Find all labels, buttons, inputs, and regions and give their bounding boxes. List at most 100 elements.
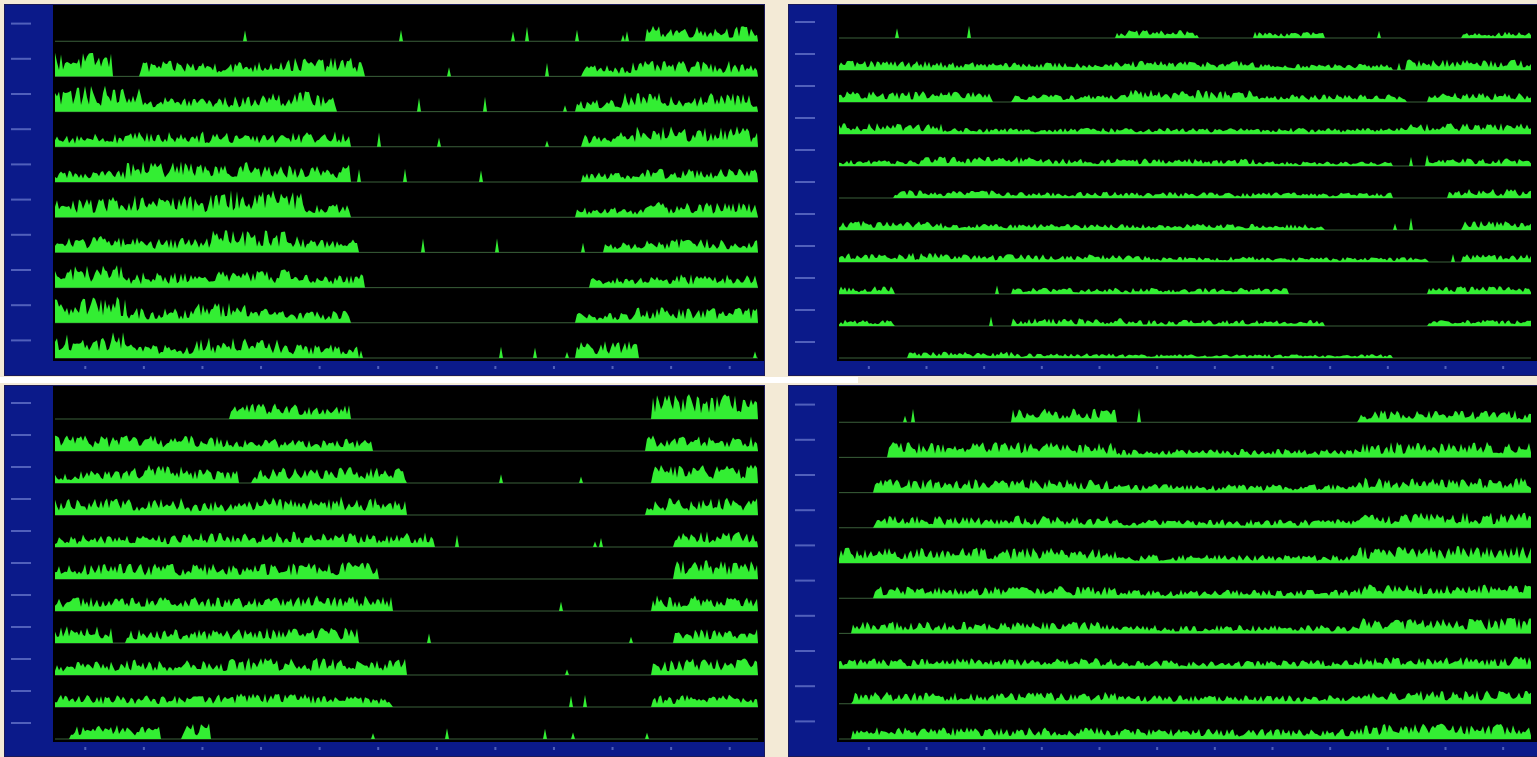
axis-tick <box>1040 747 1043 750</box>
actogram-row <box>55 265 758 289</box>
actogram-row <box>839 441 1531 458</box>
actogram-row <box>55 52 758 77</box>
actogram-row <box>55 657 758 676</box>
row-label <box>795 438 815 441</box>
axis-tick <box>1444 366 1447 369</box>
row-label <box>795 181 815 183</box>
axis-tick <box>552 747 555 750</box>
actogram-row <box>55 230 758 253</box>
row-label <box>11 690 31 692</box>
row-label <box>11 658 31 660</box>
axis-tick <box>1213 747 1216 750</box>
activity-trace <box>839 25 1531 38</box>
actogram-row <box>839 546 1531 564</box>
activity-trace <box>839 408 1531 423</box>
row-label <box>11 233 31 236</box>
actogram-svg-4 <box>789 386 1537 756</box>
actogram-row <box>55 85 758 113</box>
axis-tick <box>318 366 321 369</box>
activity-trace <box>55 52 758 77</box>
activity-trace <box>839 252 1531 262</box>
activity-trace <box>839 285 1531 294</box>
activity-trace <box>55 161 758 182</box>
row-label <box>11 163 31 166</box>
actogram-row <box>839 252 1531 263</box>
axis-tick <box>318 747 321 750</box>
row-label <box>795 720 815 723</box>
activity-trace <box>55 25 758 42</box>
actogram-row <box>839 154 1531 167</box>
actogram-row <box>55 693 758 708</box>
actogram-row <box>839 351 1531 359</box>
time-axis-bar <box>789 742 1537 756</box>
actogram-row <box>839 89 1531 103</box>
row-label <box>11 269 31 271</box>
axis-tick <box>494 747 497 750</box>
row-label <box>11 434 31 436</box>
activity-trace <box>839 89 1531 102</box>
activity-trace <box>55 496 758 515</box>
row-label <box>795 509 815 512</box>
actogram-row <box>55 190 758 218</box>
row-label <box>795 341 815 343</box>
actogram-panel-top-left <box>4 4 765 376</box>
axis-tick <box>670 747 673 750</box>
axis-tick <box>1213 366 1216 369</box>
axis-tick <box>142 747 145 750</box>
time-axis-bar <box>789 361 1537 375</box>
axis-tick <box>983 366 986 369</box>
actogram-row <box>839 316 1531 327</box>
actogram-row <box>839 617 1531 634</box>
axis-tick <box>1502 747 1505 750</box>
activity-trace <box>55 394 758 419</box>
axis-tick <box>728 747 731 750</box>
actogram-row <box>839 217 1531 231</box>
axis-tick <box>552 366 555 369</box>
axis-tick <box>1156 366 1159 369</box>
axis-tick <box>867 747 870 750</box>
row-label <box>11 93 31 95</box>
activity-trace <box>55 435 758 451</box>
axis-tick <box>1386 366 1389 369</box>
axis-tick <box>1156 747 1159 750</box>
actogram-row <box>839 584 1531 599</box>
axis-tick <box>142 366 145 369</box>
activity-trace <box>55 126 758 147</box>
actogram-row <box>839 408 1531 423</box>
actogram-panel-top-right <box>788 4 1537 376</box>
activity-trace <box>839 690 1531 704</box>
row-label <box>11 22 31 25</box>
actogram-row <box>839 188 1531 199</box>
row-label <box>795 53 815 55</box>
activity-trace <box>839 584 1531 599</box>
actogram-row <box>839 477 1531 494</box>
actogram-row <box>839 25 1531 39</box>
actogram-row <box>55 531 758 548</box>
axis-tick <box>201 747 204 750</box>
activity-trace <box>839 316 1531 326</box>
activity-trace <box>839 546 1531 563</box>
activity-trace <box>839 477 1531 493</box>
row-label <box>795 685 815 688</box>
axis-tick <box>611 366 614 369</box>
actogram-row <box>839 656 1531 670</box>
row-label <box>795 277 815 279</box>
actogram-svg-3 <box>5 386 764 756</box>
axis-tick <box>983 747 986 750</box>
actogram-row <box>55 723 758 740</box>
axis-tick <box>1271 366 1274 369</box>
actogram-row <box>839 59 1531 71</box>
row-label <box>795 21 815 23</box>
actogram-row <box>55 394 758 420</box>
activity-trace <box>55 464 758 483</box>
actogram-row <box>55 296 758 324</box>
row-label <box>11 402 31 404</box>
actogram-row <box>55 435 758 452</box>
actogram-row <box>55 332 758 359</box>
axis-tick <box>377 747 380 750</box>
axis-tick <box>435 366 438 369</box>
axis-tick <box>260 366 263 369</box>
axis-tick <box>611 747 614 750</box>
axis-tick <box>84 366 87 369</box>
activity-trace <box>55 190 758 218</box>
